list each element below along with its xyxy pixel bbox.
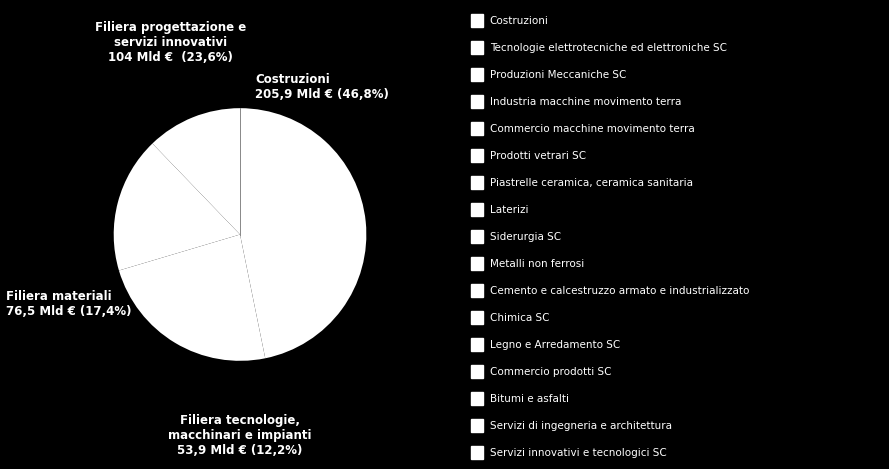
Text: Siderurgia SC: Siderurgia SC [490,232,561,242]
Wedge shape [152,108,240,234]
Wedge shape [114,144,240,271]
Bar [471,446,483,459]
Bar [471,15,483,27]
Text: Prodotti vetrari SC: Prodotti vetrari SC [490,151,586,161]
Text: Metalli non ferrosi: Metalli non ferrosi [490,259,584,269]
Bar [471,365,483,378]
Text: Servizi innovativi e tecnologici SC: Servizi innovativi e tecnologici SC [490,448,667,458]
Text: Filiera materiali
76,5 Mld € (17,4%): Filiera materiali 76,5 Mld € (17,4%) [6,290,132,318]
Text: Commercio macchine movimento terra: Commercio macchine movimento terra [490,124,694,134]
Wedge shape [119,234,265,361]
Text: Costruzioni: Costruzioni [490,16,549,26]
Bar [471,204,483,216]
Bar [471,311,483,324]
Text: Costruzioni
205,9 Mld € (46,8%): Costruzioni 205,9 Mld € (46,8%) [255,73,389,101]
Bar [471,176,483,189]
Text: Piastrelle ceramica, ceramica sanitaria: Piastrelle ceramica, ceramica sanitaria [490,178,693,188]
Bar [471,149,483,162]
Text: Chimica SC: Chimica SC [490,313,549,323]
Text: Tecnologie elettrotecniche ed elettroniche SC: Tecnologie elettrotecniche ed elettronic… [490,43,726,53]
Bar [471,393,483,405]
Text: Cemento e calcestruzzo armato e industrializzato: Cemento e calcestruzzo armato e industri… [490,286,749,296]
Text: Bitumi e asfalti: Bitumi e asfalti [490,394,569,404]
Text: Industria macchine movimento terra: Industria macchine movimento terra [490,97,681,107]
Bar [471,230,483,243]
Text: Laterizi: Laterizi [490,205,528,215]
Bar [471,284,483,297]
Text: Produzioni Meccaniche SC: Produzioni Meccaniche SC [490,70,626,80]
Text: Filiera tecnologie,
macchinari e impianti
53,9 Mld € (12,2%): Filiera tecnologie, macchinari e impiant… [168,414,312,457]
Wedge shape [240,108,366,358]
Bar [471,338,483,351]
Text: Commercio prodotti SC: Commercio prodotti SC [490,367,612,377]
Bar [471,41,483,54]
Bar [471,122,483,135]
Bar [471,257,483,270]
Text: Filiera progettazione e
servizi innovativi
104 Mld €  (23,6%): Filiera progettazione e servizi innovati… [95,21,246,64]
Text: Servizi di ingegneria e architettura: Servizi di ingegneria e architettura [490,421,672,431]
Text: Legno e Arredamento SC: Legno e Arredamento SC [490,340,620,350]
Bar [471,68,483,81]
Bar [471,419,483,432]
Bar [471,95,483,108]
